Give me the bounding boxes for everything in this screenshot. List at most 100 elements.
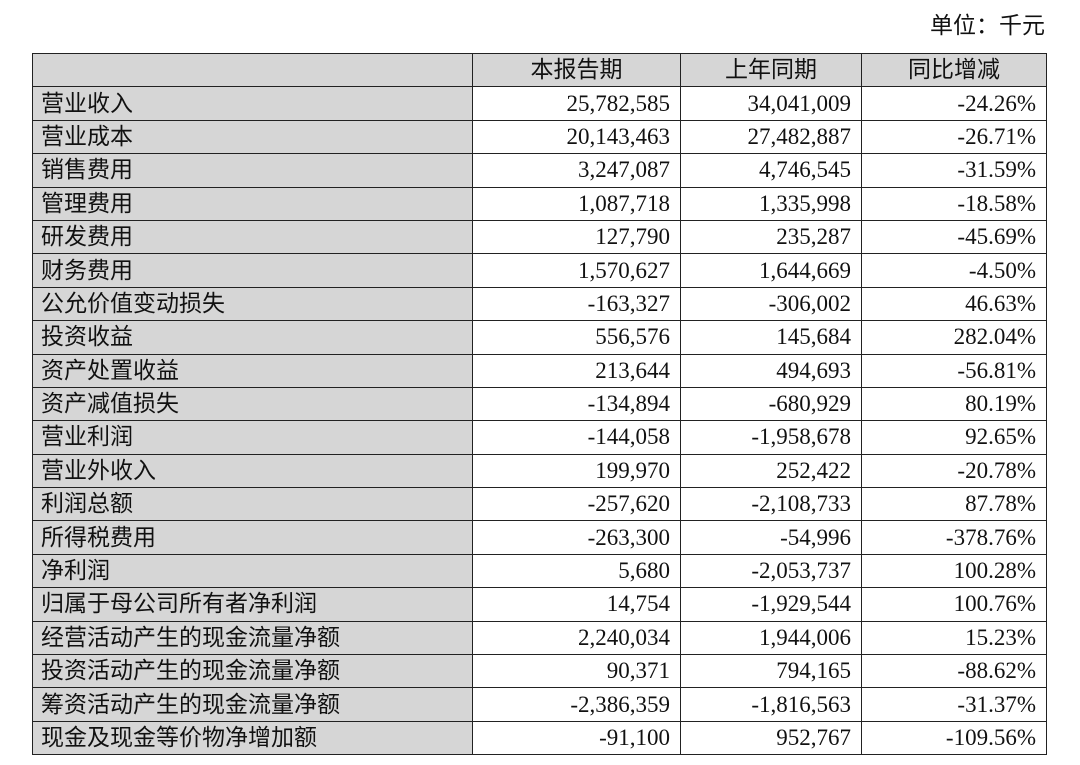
financial-table: 本报告期 上年同期 同比增减 营业收入 25,782,585 34,041,009-… xyxy=(32,52,1047,756)
row-label: 资产减值损失 xyxy=(32,386,473,422)
table-row: 经营活动产生的现金流量净额 2,240,034 1,944,006 15.23% xyxy=(32,620,1047,656)
table-row: 营业收入 25,782,585 34,041,009 -24.26% xyxy=(32,86,1047,121)
table-row: 销售费用 3,247,087 4,746,545 -31.59% xyxy=(32,153,1047,188)
yoy-change-value: -45.69% xyxy=(861,219,1047,255)
prior-year-value: -1,958,678 xyxy=(680,420,862,455)
current-period-value: 2,240,034 xyxy=(472,620,681,656)
prior-year-value: 4,746,545 xyxy=(680,153,862,188)
prior-year-value: -680,929 xyxy=(680,386,862,422)
yoy-change-value: -4.50% xyxy=(861,253,1047,288)
row-label: 经营活动产生的现金流量净额 xyxy=(32,620,473,656)
row-label: 现金及现金等价物净增加额 xyxy=(32,720,473,756)
row-label: 营业成本 xyxy=(32,119,473,155)
prior-year-value: 494,693 xyxy=(680,353,862,388)
current-period-value: 90,371 xyxy=(472,654,681,689)
prior-year-value: 1,644,669 xyxy=(680,253,862,288)
table-row: 研发费用 127,790 235,287 -45.69% xyxy=(32,219,1047,255)
header-prior-year: 上年同期 xyxy=(680,52,862,88)
prior-year-value: -2,108,733 xyxy=(680,487,862,522)
yoy-change-value: -31.37% xyxy=(861,687,1047,722)
prior-year-value: 1,944,006 xyxy=(680,620,862,656)
row-label: 营业外收入 xyxy=(32,453,473,489)
prior-year-value: -2,053,737 xyxy=(680,553,862,589)
current-period-value: 1,087,718 xyxy=(472,186,681,221)
row-label: 资产处置收益 xyxy=(32,353,473,388)
current-period-value: 199,970 xyxy=(472,453,681,489)
prior-year-value: -1,816,563 xyxy=(680,687,862,722)
current-period-value: -163,327 xyxy=(472,286,681,322)
yoy-change-value: -18.58% xyxy=(861,186,1047,221)
yoy-change-value: -56.81% xyxy=(861,353,1047,388)
table-row: 管理费用 1,087,718 1,335,998 -18.58% xyxy=(32,186,1047,221)
yoy-change-value: -26.71% xyxy=(861,119,1047,155)
yoy-change-value: -378.76% xyxy=(861,520,1047,555)
current-period-value: 1,570,627 xyxy=(472,253,681,288)
row-label: 营业收入 xyxy=(32,86,473,121)
table-row: 投资收益 556,576 145,684 282.04% xyxy=(32,320,1047,355)
yoy-change-value: 15.23% xyxy=(861,620,1047,656)
prior-year-value: -1,929,544 xyxy=(680,587,862,622)
yoy-change-value: -24.26% xyxy=(861,86,1047,121)
yoy-change-value: -20.78% xyxy=(861,453,1047,489)
table-row: 营业成本 20,143,463 27,482,887 -26.71% xyxy=(32,119,1047,155)
row-label: 筹资活动产生的现金流量净额 xyxy=(32,687,473,722)
table-row: 投资活动产生的现金流量净额 90,371 794,165 -88.62% xyxy=(32,654,1047,689)
yoy-change-value: 282.04% xyxy=(861,320,1047,355)
yoy-change-value: 100.28% xyxy=(861,553,1047,589)
current-period-value: 5,680 xyxy=(472,553,681,589)
header-row: 本报告期 上年同期 同比增减 xyxy=(32,52,1047,88)
table-row: 利润总额 -257,620 -2,108,733 87.78% xyxy=(32,487,1047,522)
table-row: 筹资活动产生的现金流量净额 -2,386,359 -1,816,563 -31.37% xyxy=(32,687,1047,722)
yoy-change-value: -109.56% xyxy=(861,720,1047,756)
yoy-change-value: -88.62% xyxy=(861,654,1047,689)
yoy-change-value: -31.59% xyxy=(861,153,1047,188)
current-period-value: -257,620 xyxy=(472,487,681,522)
current-period-value: 14,754 xyxy=(472,587,681,622)
table-row: 现金及现金等价物净增加额 -91,100 952,767 -109.56% xyxy=(32,720,1047,756)
prior-year-value: 34,041,009 xyxy=(680,86,862,121)
prior-year-value: 252,422 xyxy=(680,453,862,489)
row-label: 营业利润 xyxy=(32,420,473,455)
table-row: 营业利润 -144,058 -1,958,678 92.65% xyxy=(32,420,1047,455)
yoy-change-value: 87.78% xyxy=(861,487,1047,522)
row-label: 投资收益 xyxy=(32,320,473,355)
current-period-value: 25,782,585 xyxy=(472,86,681,121)
table-row: 财务费用 1,570,627 1,644,669 -4.50% xyxy=(32,253,1047,288)
table-header: 本报告期 上年同期 同比增减 xyxy=(32,52,1047,88)
row-label: 财务费用 xyxy=(32,253,473,288)
current-period-value: -263,300 xyxy=(472,520,681,555)
prior-year-value: 794,165 xyxy=(680,654,862,689)
current-period-value: 127,790 xyxy=(472,219,681,255)
row-label: 投资活动产生的现金流量净额 xyxy=(32,654,473,689)
row-label: 所得税费用 xyxy=(32,520,473,555)
current-period-value: 20,143,463 xyxy=(472,119,681,155)
table-row: 资产处置收益 213,644 494,693 -56.81% xyxy=(32,353,1047,388)
table-row: 归属于母公司所有者净利润 14,754 -1,929,544 100.76% xyxy=(32,587,1047,622)
current-period-value: 556,576 xyxy=(472,320,681,355)
prior-year-value: -54,996 xyxy=(680,520,862,555)
row-label: 利润总额 xyxy=(32,487,473,522)
current-period-value: 213,644 xyxy=(472,353,681,388)
table-row: 营业外收入 199,970 252,422 -20.78% xyxy=(32,453,1047,489)
row-label: 研发费用 xyxy=(32,219,473,255)
row-label: 归属于母公司所有者净利润 xyxy=(32,587,473,622)
yoy-change-value: 100.76% xyxy=(861,587,1047,622)
prior-year-value: 235,287 xyxy=(680,219,862,255)
unit-label: 单位：千元 xyxy=(930,13,1045,39)
header-current-period: 本报告期 xyxy=(472,52,681,88)
current-period-value: -91,100 xyxy=(472,720,681,756)
prior-year-value: 1,335,998 xyxy=(680,186,862,221)
prior-year-value: 145,684 xyxy=(680,320,862,355)
row-label: 管理费用 xyxy=(32,186,473,221)
table-row: 净利润 5,680 -2,053,737 100.28% xyxy=(32,553,1047,589)
table-row: 所得税费用 -263,300 -54,996 -378.76% xyxy=(32,520,1047,555)
row-label: 净利润 xyxy=(32,553,473,589)
header-blank-cell xyxy=(32,52,473,88)
row-label: 公允价值变动损失 xyxy=(32,286,473,322)
current-period-value: -2,386,359 xyxy=(472,687,681,722)
prior-year-value: 27,482,887 xyxy=(680,119,862,155)
yoy-change-value: 46.63% xyxy=(861,286,1047,322)
header-yoy-change: 同比增减 xyxy=(861,52,1047,88)
row-label: 销售费用 xyxy=(32,153,473,188)
current-period-value: -134,894 xyxy=(472,386,681,422)
